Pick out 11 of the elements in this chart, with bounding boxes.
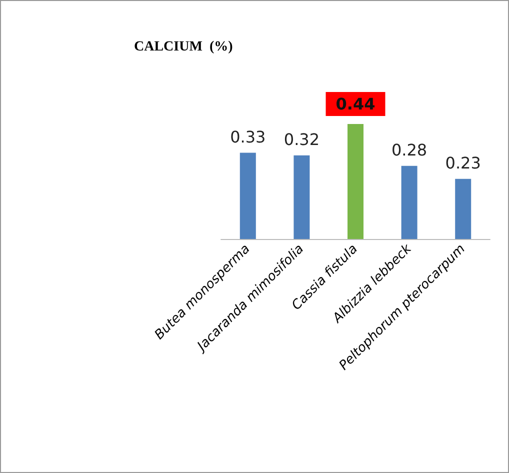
bar bbox=[240, 152, 256, 239]
data-label: 0.32 bbox=[284, 130, 320, 149]
data-label: 0.28 bbox=[391, 140, 428, 160]
bar bbox=[455, 178, 472, 239]
data-label: 0.23 bbox=[445, 153, 481, 172]
bar bbox=[401, 166, 418, 239]
data-label: 0.44 bbox=[336, 94, 376, 114]
bar bbox=[294, 155, 310, 239]
bar bbox=[348, 124, 364, 239]
data-label: 0.33 bbox=[230, 127, 266, 146]
chart-title: CALCIUM (%) bbox=[134, 40, 234, 54]
